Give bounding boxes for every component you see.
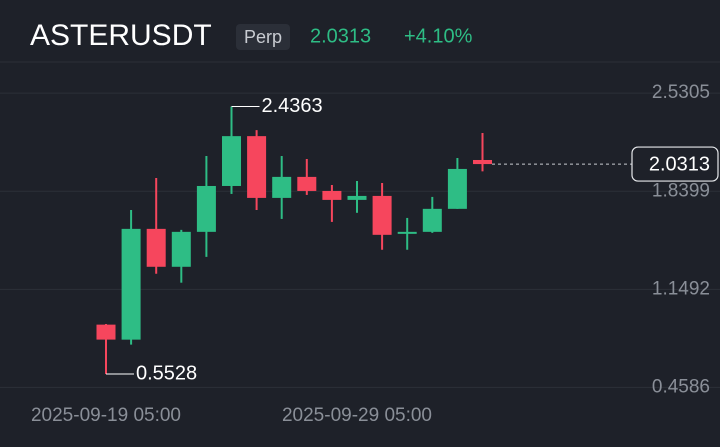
badge-bg: [236, 24, 290, 50]
x-tick-label: 2025-09-19 05:00: [31, 405, 181, 426]
candle-body: [322, 190, 342, 200]
candle-body: [372, 195, 392, 235]
y-tick-label: 1.1492: [652, 278, 710, 299]
candle-body: [473, 159, 492, 165]
candle-body: [146, 228, 166, 267]
candle-body: [422, 208, 442, 232]
candle-body: [222, 136, 241, 186]
candle-body: [121, 228, 141, 340]
candle-body: [272, 176, 292, 198]
low-label: 0.5528: [136, 362, 197, 384]
last-price-label: 2.0313: [649, 153, 710, 175]
x-tick-label: 2025-09-29 05:00: [282, 405, 432, 426]
header-price: 2.0313: [310, 25, 371, 47]
candle-body: [447, 168, 467, 209]
candle-body: [347, 195, 367, 200]
badge: Perp: [244, 27, 282, 47]
candle-body: [397, 231, 417, 234]
high-label: 2.4363: [262, 95, 323, 117]
candle-body: [297, 176, 317, 191]
candle-body: [196, 185, 216, 232]
y-tick-label: 1.8399: [652, 180, 710, 201]
y-tick-label: 2.5305: [652, 82, 710, 103]
last-price-box: [631, 146, 719, 182]
candle-body: [96, 324, 116, 340]
candle-body: [171, 231, 191, 267]
header-change: +4.10%: [404, 25, 473, 47]
y-tick-label: 0.4586: [652, 376, 710, 397]
symbol-title: ASTERUSDT: [30, 19, 212, 52]
candle-body: [247, 136, 267, 198]
